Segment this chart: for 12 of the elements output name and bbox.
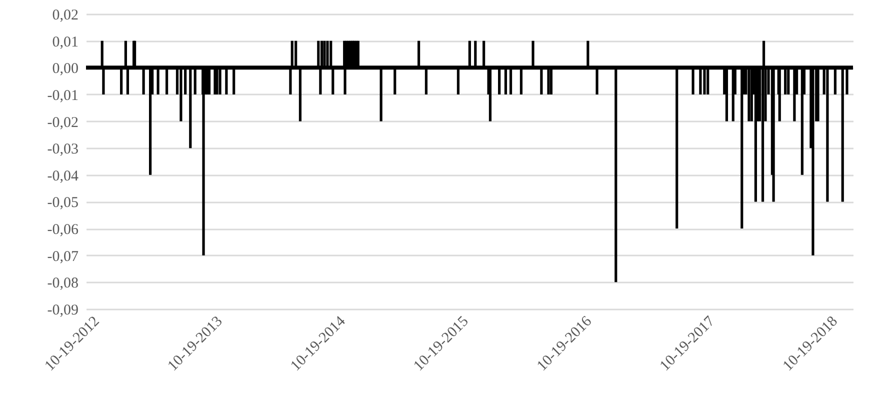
y-tick-label: -0,07 <box>47 248 79 265</box>
y-tick-label: -0,01 <box>47 88 78 104</box>
y-tick-label: 0,00 <box>52 61 78 78</box>
y-tick-label: -0,08 <box>47 276 78 292</box>
y-tick-label: -0,02 <box>47 114 78 131</box>
y-tick-label: 0,01 <box>52 34 78 50</box>
y-tick-label: -0,06 <box>47 222 79 238</box>
y-tick-label: -0,03 <box>47 142 78 158</box>
y-tick-label: -0,04 <box>47 168 79 184</box>
y-tick-label: -0,09 <box>47 302 78 318</box>
y-tick-label: -0,05 <box>47 195 78 212</box>
y-tick-label: 0,02 <box>52 8 78 24</box>
